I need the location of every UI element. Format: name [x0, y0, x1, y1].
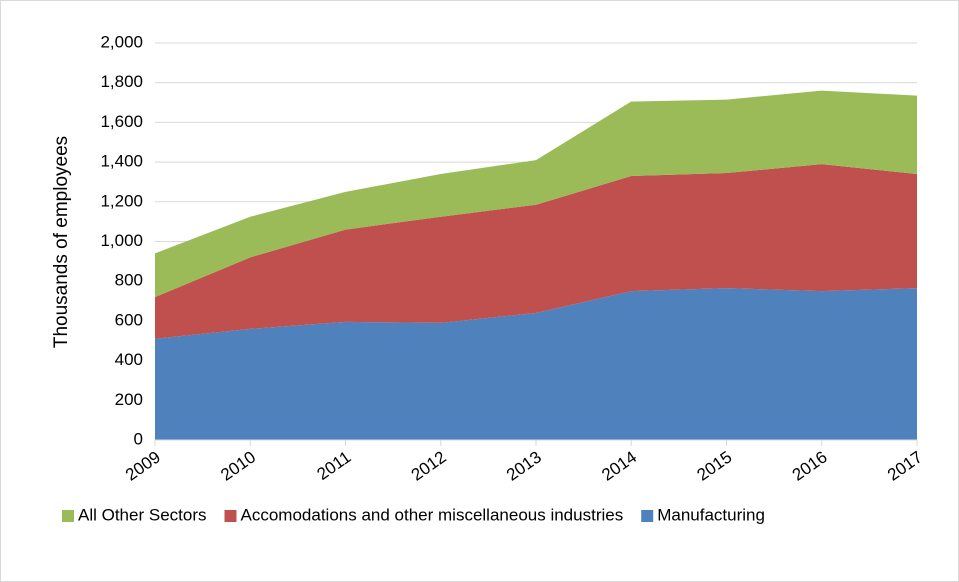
y-tick-label: 1,400 [100, 152, 143, 171]
y-tick-label: 600 [115, 310, 143, 329]
legend-swatch [62, 510, 74, 522]
y-tick-label: 1,200 [100, 191, 143, 210]
legend-swatch [641, 510, 654, 522]
area [155, 288, 917, 440]
legend-label: Accomodations and other miscellaneous in… [241, 505, 624, 524]
y-tick-label: 1,000 [100, 231, 143, 250]
y-tick-label: 0 [134, 429, 143, 448]
y-tick-label: 800 [115, 271, 143, 290]
legend-swatch [224, 510, 237, 522]
y-tick-label: 1,800 [100, 72, 143, 91]
y-axis-label: Thousands of employees [51, 136, 72, 348]
y-tick-label: 2,000 [100, 32, 143, 51]
y-tick-label: 400 [115, 350, 143, 369]
y-tick-label: 1,600 [100, 112, 143, 131]
legend-label: All Other Sectors [78, 505, 207, 524]
area [155, 90, 917, 298]
area [155, 164, 917, 339]
legend-label: Manufacturing [657, 505, 765, 524]
y-tick-label: 200 [115, 390, 143, 409]
